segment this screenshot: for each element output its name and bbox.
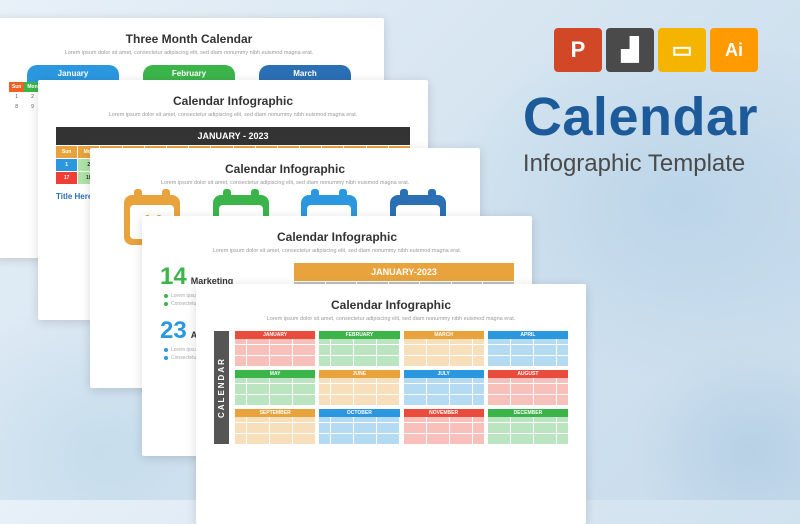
year-month: JANUARY [235,331,315,366]
powerpoint-icon: P [554,28,602,72]
grid-header: Sun [56,146,77,158]
card4-month-bar: JANUARY-2023 [294,263,514,281]
headline-subtitle: Infographic Template [523,150,758,178]
card2-title: Calendar Infographic [56,94,410,108]
app-icon-row: P▟▭Ai [554,28,758,72]
card-year: Calendar Infographic Lorem ipsum dolor s… [196,284,586,524]
card5-title: Calendar Infographic [214,298,568,312]
year-month: JUNE [319,370,399,405]
card5-lorem: Lorem ipsum dolor sit amet, consectetur … [214,316,568,323]
year-month: JULY [404,370,484,405]
year-month: SEPTEMBER [235,409,315,444]
year-month: DECEMBER [488,409,568,444]
grid-cell: 17 [56,172,77,184]
keynote-icon: ▟ [606,28,654,72]
card3-lorem: Lorem ipsum dolor sit amet, consectetur … [108,180,462,187]
card4-title: Calendar Infographic [160,230,514,244]
year-month: APRIL [488,331,568,366]
grid-cell: 1 [56,159,77,171]
card1-lorem: Lorem ipsum dolor sit amet, consectetur … [12,50,366,57]
card2-month-bar: JANUARY - 2023 [56,127,410,145]
year-month: FEBRUARY [319,331,399,366]
illustrator-icon: Ai [710,28,758,72]
card5-spine: CALENDAR [214,331,229,444]
card4-lorem: Lorem ipsum dolor sit amet, consectetur … [160,248,514,255]
year-month: OCTOBER [319,409,399,444]
year-month: NOVEMBER [404,409,484,444]
google-slides-icon: ▭ [658,28,706,72]
card3-title: Calendar Infographic [108,162,462,176]
year-month: AUGUST [488,370,568,405]
year-month: MAY [235,370,315,405]
card5-year-grid: JANUARYFEBRUARYMARCHAPRIL MAYJUNEJULYAUGU… [235,331,568,444]
year-month: MARCH [404,331,484,366]
card1-title: Three Month Calendar [12,32,366,46]
card2-lorem: Lorem ipsum dolor sit amet, consectetur … [56,112,410,119]
headline-title: Calendar [523,86,758,148]
headline: Calendar Infographic Template [523,86,758,178]
